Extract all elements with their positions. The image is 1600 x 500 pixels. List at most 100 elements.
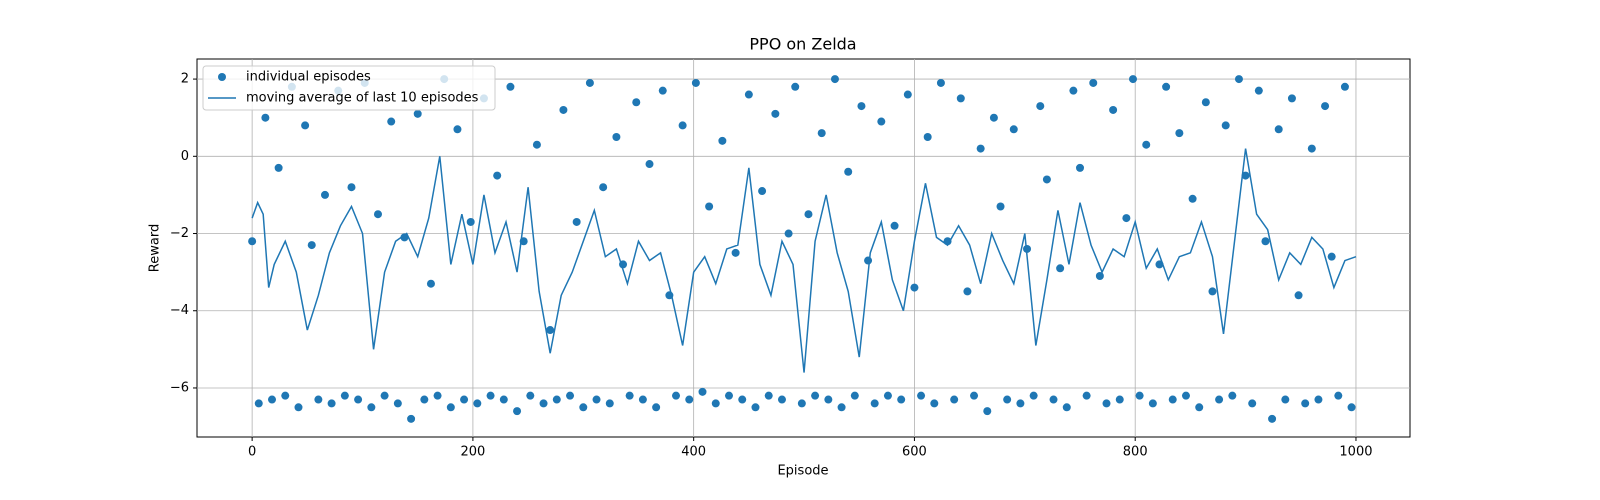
scatter-point bbox=[453, 125, 462, 134]
scatter-point bbox=[380, 391, 389, 400]
scatter-point bbox=[1281, 395, 1290, 404]
scatter-point bbox=[698, 387, 707, 396]
legend: individual episodes moving average of las… bbox=[202, 65, 496, 111]
scatter-point bbox=[672, 391, 681, 400]
scatter-point bbox=[1003, 395, 1012, 404]
moving-average-line bbox=[251, 148, 1357, 373]
scatter-point bbox=[817, 129, 826, 138]
scatter-point bbox=[797, 399, 806, 408]
scatter-point bbox=[652, 403, 661, 412]
scatter-point bbox=[738, 395, 747, 404]
scatter-point bbox=[1162, 82, 1171, 91]
scatter-point bbox=[1215, 395, 1224, 404]
scatter-point bbox=[691, 78, 700, 87]
scatter-point bbox=[1321, 102, 1330, 111]
scatter-point bbox=[731, 248, 740, 257]
scatter-point bbox=[493, 171, 502, 180]
scatter-point bbox=[658, 86, 667, 95]
scatter-point bbox=[1082, 391, 1091, 400]
scatter-point bbox=[1168, 395, 1177, 404]
scatter-point bbox=[426, 279, 435, 288]
scatter-point bbox=[294, 403, 303, 412]
plot-frame bbox=[196, 58, 1411, 438]
scatter-point bbox=[711, 399, 720, 408]
scatter-point bbox=[758, 187, 767, 196]
scatter-point bbox=[327, 399, 336, 408]
scatter-point bbox=[592, 395, 601, 404]
x-tick-label: 800 bbox=[1123, 445, 1148, 460]
scatter-point bbox=[532, 140, 541, 149]
scatter-point bbox=[506, 82, 515, 91]
legend-label: individual episodes bbox=[246, 70, 371, 85]
scatter-point bbox=[466, 217, 475, 226]
scatter-point bbox=[970, 391, 979, 400]
scatter-point bbox=[1347, 403, 1356, 412]
scatter-point bbox=[989, 113, 998, 122]
x-tick-label: 1000 bbox=[1339, 445, 1372, 460]
scatter-point bbox=[274, 163, 283, 172]
scatter-point bbox=[897, 395, 906, 404]
scatter-point bbox=[301, 121, 310, 130]
scatter-point bbox=[268, 395, 277, 404]
scatter-point bbox=[579, 403, 588, 412]
scatter-point bbox=[1036, 102, 1045, 111]
scatter-point bbox=[526, 391, 535, 400]
scatter-point bbox=[811, 391, 820, 400]
scatter-point bbox=[1076, 163, 1085, 172]
scatter-point bbox=[883, 391, 892, 400]
scatter-point bbox=[1268, 414, 1277, 423]
legend-box bbox=[202, 65, 496, 111]
scatter-point bbox=[804, 210, 813, 219]
scatter-point bbox=[546, 326, 555, 335]
scatter-point bbox=[413, 109, 422, 118]
scatter-point bbox=[936, 78, 945, 87]
scatter-point bbox=[1254, 86, 1263, 95]
scatter-point bbox=[632, 98, 641, 107]
chart-title: PPO on Zelda bbox=[749, 35, 856, 54]
scatter-point bbox=[367, 403, 376, 412]
scatter-point bbox=[777, 395, 786, 404]
scatter-point bbox=[340, 391, 349, 400]
scatter-point bbox=[923, 132, 932, 141]
scatter-point bbox=[460, 395, 469, 404]
scatter-point bbox=[1109, 105, 1118, 114]
scatter-point bbox=[261, 113, 270, 122]
scatter-point bbox=[373, 210, 382, 219]
scatter-point bbox=[1115, 395, 1124, 404]
scatter-point bbox=[764, 391, 773, 400]
scatter-point bbox=[347, 183, 356, 192]
scatter-point bbox=[824, 395, 833, 404]
scatter-point bbox=[1056, 264, 1065, 273]
scatter-point bbox=[1181, 391, 1190, 400]
scatter-point bbox=[751, 403, 760, 412]
scatter-point bbox=[1221, 121, 1230, 130]
scatter-point bbox=[420, 395, 429, 404]
scatter-point bbox=[1327, 252, 1336, 261]
scatter-point bbox=[599, 183, 608, 192]
x-tick-label: 600 bbox=[902, 445, 927, 460]
scatter-point bbox=[1102, 399, 1111, 408]
scatter-point bbox=[1234, 75, 1243, 84]
scatter-point bbox=[1009, 125, 1018, 134]
scatter-point bbox=[917, 391, 926, 400]
scatter-point bbox=[1241, 171, 1250, 180]
scatter-point bbox=[1135, 391, 1144, 400]
scatter-point bbox=[718, 136, 727, 145]
scatter-point bbox=[1287, 94, 1296, 103]
scatter-point bbox=[1334, 391, 1343, 400]
scatter-point bbox=[513, 407, 522, 416]
scatter-point bbox=[1274, 125, 1283, 134]
scatter-point bbox=[387, 117, 396, 126]
scatter-point bbox=[950, 395, 959, 404]
x-tick-label: 400 bbox=[681, 445, 706, 460]
scatter-point bbox=[956, 94, 965, 103]
scatter-point bbox=[1248, 399, 1257, 408]
scatter-point bbox=[625, 391, 634, 400]
scatter-point bbox=[784, 229, 793, 238]
x-tick-label: 200 bbox=[460, 445, 485, 460]
scatter-point bbox=[705, 202, 714, 211]
y-tick-label: 2 bbox=[181, 72, 189, 87]
grid bbox=[197, 59, 1410, 437]
scatter-point bbox=[870, 399, 879, 408]
scatter-point bbox=[559, 105, 568, 114]
